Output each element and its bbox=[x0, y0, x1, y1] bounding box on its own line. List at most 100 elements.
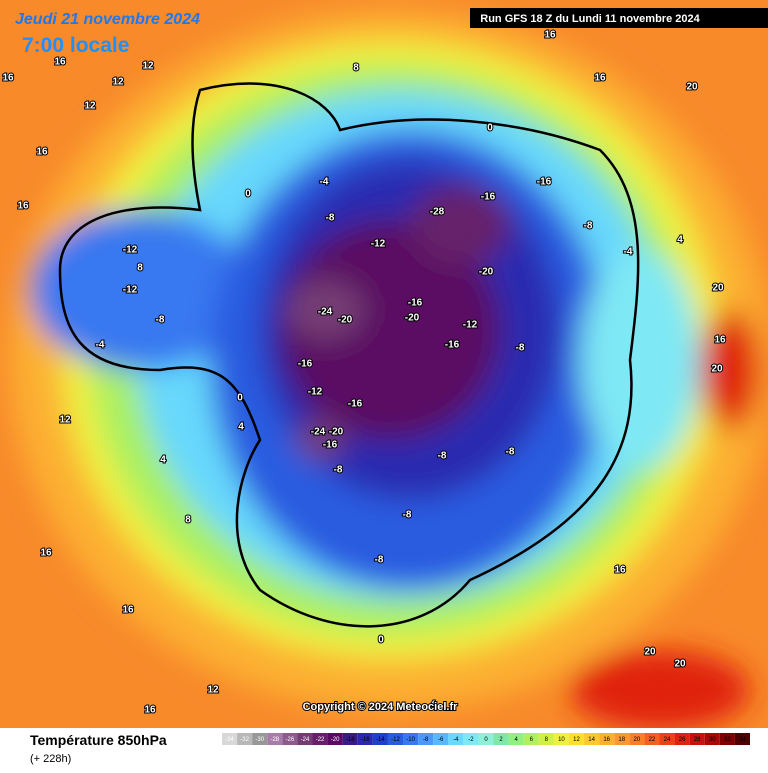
contour-label: 4 bbox=[430, 700, 436, 711]
contour-label: -16 bbox=[537, 177, 552, 188]
colorbar-tick: 4 bbox=[514, 737, 518, 743]
colorbar-tick: 16 bbox=[603, 737, 610, 743]
colorbar-swatch bbox=[553, 733, 569, 745]
colorbar-swatch bbox=[538, 733, 554, 745]
colorbar-tick: -10 bbox=[406, 737, 415, 743]
colorbar-tick: -26 bbox=[286, 737, 295, 743]
colorbar-tick: 6 bbox=[530, 737, 534, 743]
contour-label: -28 bbox=[430, 207, 445, 218]
contour-label: -8 bbox=[506, 447, 515, 458]
contour-label: -24 bbox=[318, 307, 333, 318]
colorbar-swatch bbox=[433, 733, 449, 745]
contour-label: -16 bbox=[348, 399, 363, 410]
colorbar-tick: 12 bbox=[573, 737, 580, 743]
colorbar-swatch bbox=[629, 733, 645, 745]
colorbar-tick: 26 bbox=[679, 737, 686, 743]
colorbar-tick: -20 bbox=[331, 737, 340, 743]
colorbar-swatch bbox=[689, 733, 705, 745]
colorbar-swatch bbox=[403, 733, 419, 745]
contour-label: 20 bbox=[712, 283, 724, 294]
contour-label: 8 bbox=[185, 515, 191, 526]
colorbar-tick: -6 bbox=[438, 737, 444, 743]
colorbar-swatch bbox=[448, 733, 464, 745]
contour-label: 4 bbox=[160, 455, 166, 466]
colorbar-tick: -22 bbox=[316, 737, 325, 743]
contour-label: 16 bbox=[614, 565, 626, 576]
contour-label: 16 bbox=[122, 605, 134, 616]
copyright: Copyright © 2024 Meteociel.fr bbox=[303, 701, 459, 713]
time: 7:00 locale bbox=[22, 34, 129, 57]
colorbar-tick: 30 bbox=[709, 737, 716, 743]
colorbar-swatch bbox=[312, 733, 328, 745]
colorbar-swatch bbox=[493, 733, 509, 745]
contour-label: -12 bbox=[308, 387, 323, 398]
contour-label: 8 bbox=[353, 63, 359, 74]
colorbar-swatch bbox=[704, 733, 720, 745]
colorbar-swatch bbox=[719, 733, 735, 745]
colorbar-tick: -14 bbox=[376, 737, 385, 743]
contour-label: 20 bbox=[644, 647, 656, 658]
contour-label: -16 bbox=[445, 340, 460, 351]
contour-label: 20 bbox=[711, 364, 723, 375]
colorbar-tick: 28 bbox=[694, 737, 701, 743]
colorbar-tick: -30 bbox=[255, 737, 264, 743]
colorbar-swatch bbox=[463, 733, 479, 745]
contour-label: 16 bbox=[36, 147, 48, 158]
contour-label: -8 bbox=[584, 221, 593, 232]
colorbar-swatch bbox=[614, 733, 630, 745]
map bbox=[0, 0, 768, 730]
colorbar: -34 -32 -30 -28 -26 -24 -22 -20 -18 -16 -14 -12 -10-… bbox=[222, 733, 750, 745]
colorbar-tick: 10 bbox=[558, 737, 565, 743]
colorbar-swatch bbox=[372, 733, 388, 745]
contour-label: 16 bbox=[17, 201, 29, 212]
contour-label: 4 bbox=[238, 422, 244, 433]
contour-label: 20 bbox=[674, 659, 686, 670]
colorbar-swatch bbox=[599, 733, 615, 745]
run-info: Run GFS 18 Z du Lundi 11 novembre 2024 bbox=[480, 13, 700, 25]
colorbar-swatch bbox=[734, 733, 750, 745]
colorbar-tick: -12 bbox=[391, 737, 400, 743]
contour-label: -16 bbox=[323, 440, 338, 451]
colorbar-tick: 24 bbox=[664, 737, 671, 743]
contour-label: -16 bbox=[481, 192, 496, 203]
contour-label: 16 bbox=[714, 335, 726, 346]
colorbar-tick: 20 bbox=[634, 737, 641, 743]
contour-label: -8 bbox=[326, 213, 335, 224]
colorbar-swatch bbox=[222, 733, 238, 745]
colorbar-tick: 2 bbox=[499, 737, 503, 743]
colorbar-tick: -28 bbox=[270, 737, 279, 743]
colorbar-swatch bbox=[357, 733, 373, 745]
contour-label: 16 bbox=[594, 73, 606, 84]
contour-label: -8 bbox=[403, 510, 412, 521]
contour-label: 0 bbox=[487, 123, 493, 134]
contour-labels: 16 16 12 12 16 12 16 8 0 -4 -8 -12 -28 -16 -16 -20 -16 -2… bbox=[1, 29, 727, 717]
contour-label: -8 bbox=[375, 555, 384, 566]
colorbar-tick: -34 bbox=[225, 737, 234, 743]
colorbar-tick: 8 bbox=[545, 737, 549, 743]
colorbar-swatch bbox=[267, 733, 283, 745]
colorbar-swatch bbox=[584, 733, 600, 745]
colorbar-swatch bbox=[508, 733, 524, 745]
colorbar-tick: 18 bbox=[618, 737, 625, 743]
contour-label: -20 bbox=[479, 267, 494, 278]
contour-label: 4 bbox=[677, 235, 683, 246]
colorbar-swatch bbox=[237, 733, 253, 745]
contour-label: 16 bbox=[144, 705, 156, 716]
colorbar-tick: 34 bbox=[739, 737, 746, 743]
contour-label: -12 bbox=[371, 239, 386, 250]
colorbar-swatch bbox=[478, 733, 494, 745]
contour-label: 12 bbox=[84, 101, 96, 112]
contour-label: -8 bbox=[334, 465, 343, 476]
legend-subtitle: (+ 228h) bbox=[30, 753, 71, 765]
contour-label: 0 bbox=[378, 635, 384, 646]
colorbar-tick: -24 bbox=[301, 737, 310, 743]
colorbar-swatch bbox=[342, 733, 358, 745]
contour-label: 12 bbox=[207, 685, 219, 696]
contour-label: 12 bbox=[112, 77, 124, 88]
colorbar-tick: -32 bbox=[240, 737, 249, 743]
colorbar-tick: 0 bbox=[484, 737, 488, 743]
date: Jeudi 21 novembre 2024 bbox=[15, 11, 200, 28]
colorbar-swatch bbox=[674, 733, 690, 745]
contour-label: 8 bbox=[137, 263, 143, 274]
colorbar-tick: -2 bbox=[468, 737, 474, 743]
